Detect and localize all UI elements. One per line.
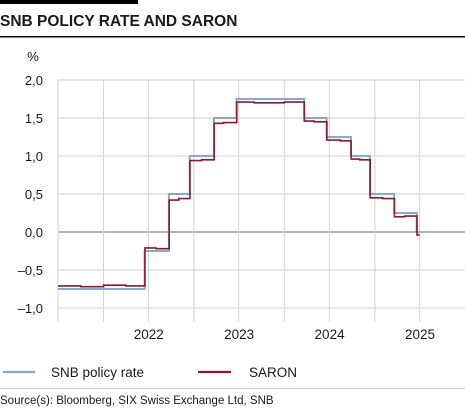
- y-tick-label: 1,5: [25, 111, 43, 126]
- y-tick-label: 1,0: [25, 149, 43, 164]
- source-note: Source(s): Bloomberg, SIX Swiss Exchange…: [0, 395, 274, 407]
- series-lines: [58, 98, 420, 290]
- legend-label-saron: SARON: [249, 365, 297, 380]
- saron-line: [58, 101, 420, 288]
- x-axis-ticks: 2022 2023 2024 2025: [134, 327, 435, 342]
- x-tick-label: 2023: [224, 327, 254, 342]
- y-axis-ticks: 2,0 1,5 1,0 0,5 0,0 –0,5 –1,0: [18, 73, 43, 316]
- x-tick-label: 2024: [315, 327, 346, 342]
- legend-label-policy-rate: SNB policy rate: [51, 365, 144, 380]
- source-rule: [0, 388, 465, 389]
- y-tick-label: 0,0: [25, 225, 43, 240]
- x-tick-label: 2025: [405, 327, 435, 342]
- x-tick-label: 2022: [134, 327, 164, 342]
- title-rule: [0, 36, 465, 38]
- y-tick-label: 0,5: [25, 187, 43, 202]
- y-tick-label: –1,0: [18, 301, 43, 316]
- chart-title: SNB POLICY RATE AND SARON: [0, 13, 237, 30]
- title-accent-bar: [0, 0, 138, 4]
- y-tick-label: –0,5: [18, 263, 43, 278]
- grid: [57, 79, 465, 322]
- y-tick-label: 2,0: [25, 73, 43, 88]
- y-axis-unit-label: %: [27, 49, 39, 64]
